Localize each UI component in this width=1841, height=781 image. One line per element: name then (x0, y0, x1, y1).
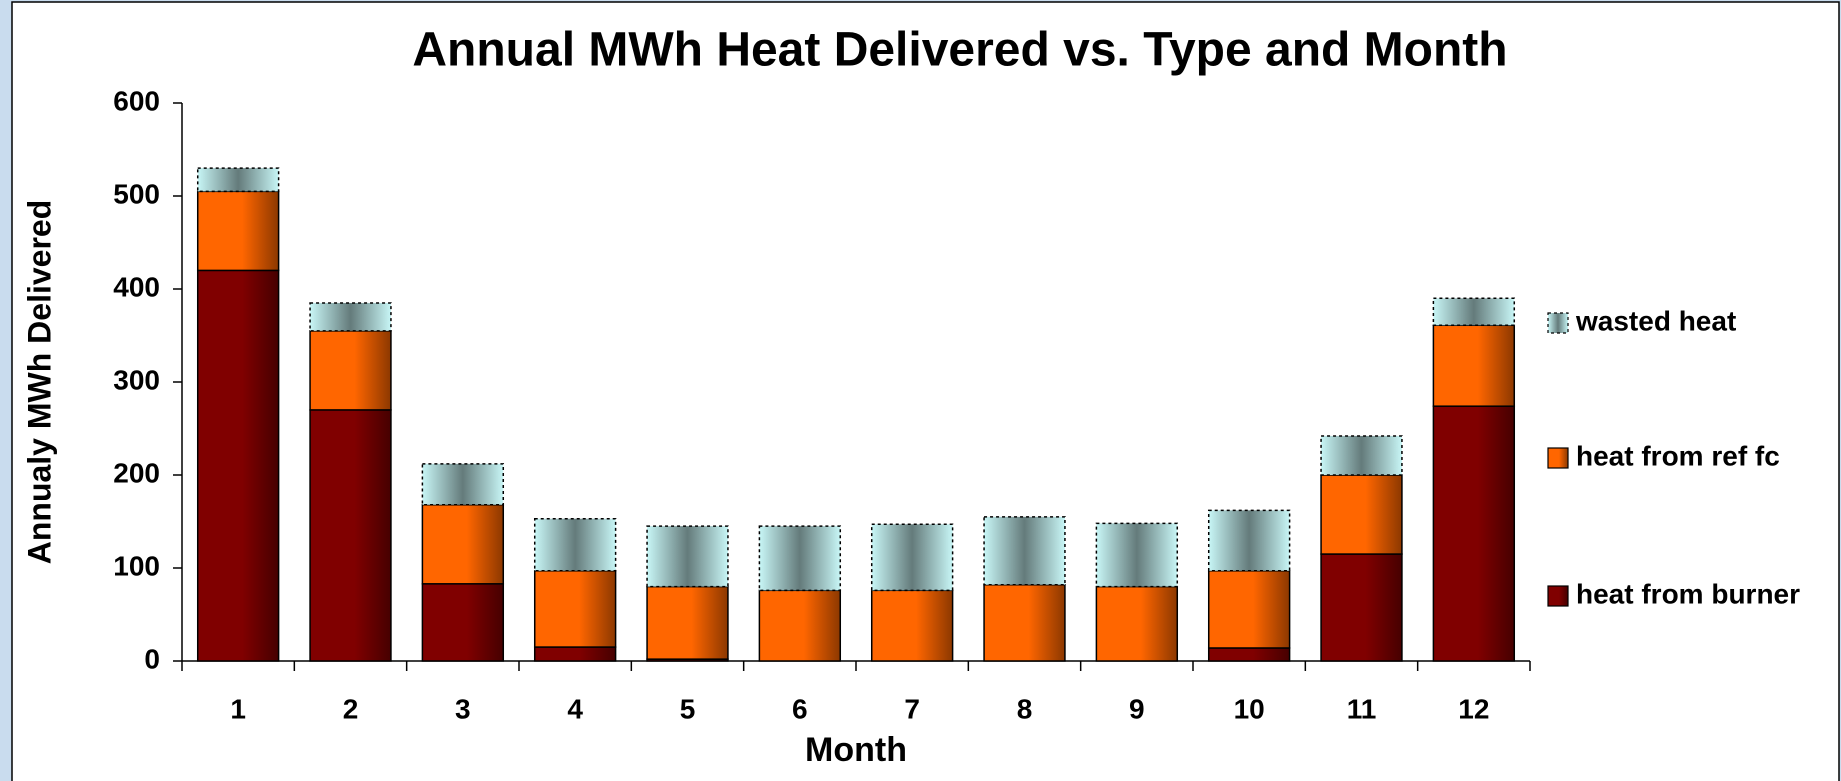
legend-label: heat from burner (1576, 578, 1800, 609)
bar-segment (196, 190, 280, 272)
legend-swatch (1547, 585, 1569, 607)
legend-swatch (1547, 447, 1569, 469)
x-tick-label: 9 (1129, 693, 1145, 724)
bar-segment (646, 585, 729, 660)
x-tick-label: 10 (1234, 693, 1265, 724)
bar-segment (196, 167, 280, 193)
y-tick-label: 0 (144, 643, 160, 674)
bar-segment (758, 525, 842, 592)
bar-segment (1207, 509, 1291, 572)
bar-segment (1207, 647, 1291, 662)
bar-segment (309, 302, 392, 332)
x-tick-label: 3 (455, 693, 471, 724)
x-tick-label: 7 (904, 693, 920, 724)
y-tick-label: 200 (113, 457, 160, 488)
bar-segment (421, 504, 505, 585)
bar-segment (421, 463, 505, 506)
chart-title: Annual MWh Heat Delivered vs. Type and M… (412, 24, 1507, 77)
x-tick-label: 1 (230, 693, 246, 724)
x-tick-label: 6 (792, 693, 808, 724)
chart-area (11, 1, 1840, 781)
y-tick-label: 600 (113, 85, 160, 116)
legend-label: wasted heat (1575, 305, 1736, 336)
bar-segment (1095, 522, 1179, 588)
x-tick-label: 11 (1347, 693, 1377, 724)
legend-label: heat from ref fc (1576, 440, 1780, 471)
bar-segment (758, 589, 842, 662)
bar-segment (1095, 585, 1179, 662)
bar-segment (1320, 435, 1403, 476)
bar-segment (533, 646, 617, 662)
bar-segment (646, 525, 729, 588)
bar-segment (533, 570, 617, 648)
y-tick-label: 500 (113, 178, 160, 209)
bar-segment (983, 583, 1066, 662)
x-axis-label: Month (805, 731, 907, 769)
x-tick-label: 2 (343, 693, 359, 724)
bar-segment (870, 589, 954, 662)
bar-segment (1320, 474, 1403, 555)
bar-segment (1432, 324, 1516, 407)
bar-segment (533, 517, 617, 572)
bar-segment (309, 409, 392, 662)
y-tick-label: 300 (113, 364, 160, 395)
y-tick-label: 400 (113, 271, 160, 302)
x-tick-label: 4 (567, 693, 583, 724)
x-tick-label: 12 (1458, 693, 1489, 724)
bar-segment (1432, 297, 1516, 327)
bar-segment (1207, 570, 1291, 649)
bar-segment (983, 516, 1066, 586)
bar-segment (196, 269, 280, 662)
bar-segment (421, 583, 505, 662)
bar-segment (309, 330, 392, 411)
bar-segment (1432, 405, 1516, 662)
legend-swatch (1547, 312, 1569, 334)
bar-segment (1320, 553, 1403, 662)
x-tick-label: 8 (1017, 693, 1033, 724)
x-tick-label: 5 (680, 693, 696, 724)
y-axis-label: Annualy MWh Delivered (21, 200, 57, 565)
bar-segment (870, 523, 954, 592)
y-tick-label: 100 (113, 550, 160, 581)
